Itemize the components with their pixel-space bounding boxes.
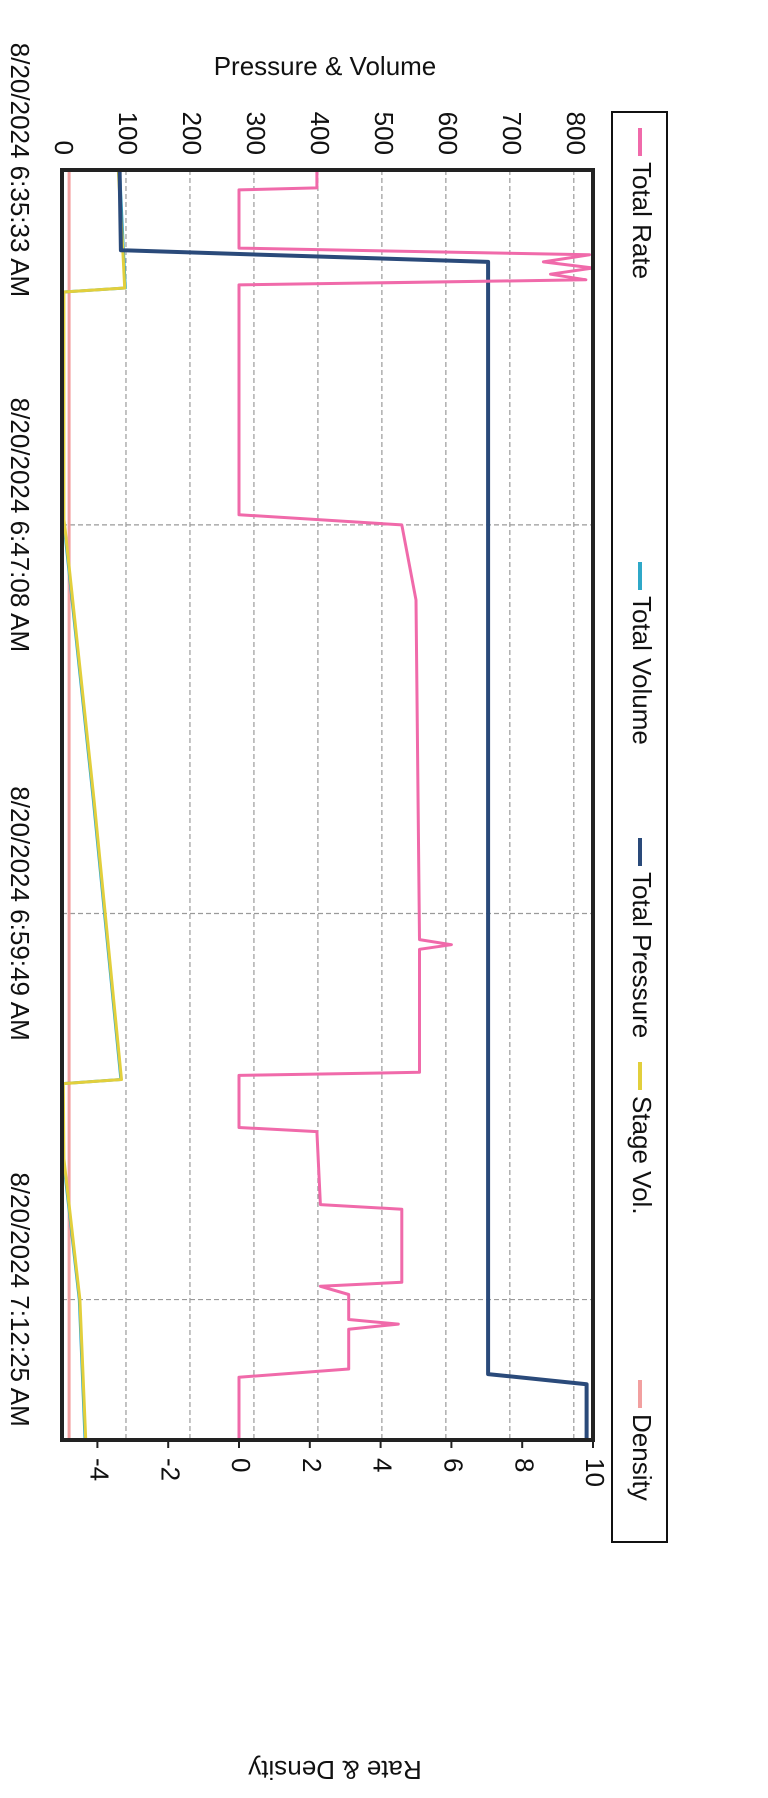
y-tick-label: 500 xyxy=(369,112,399,155)
x-tick-label: 8/20/2024 6:47:08 AM xyxy=(5,398,35,652)
y-tick-label: 100 xyxy=(113,112,143,155)
y2-tick-label: 4 xyxy=(368,1458,398,1472)
y-tick-label: 300 xyxy=(241,112,271,155)
legend-label: Total Volume xyxy=(627,596,657,745)
y2-tick-label: 6 xyxy=(439,1458,469,1472)
y2-tick-label: -2 xyxy=(155,1458,185,1481)
legend-box xyxy=(611,111,668,1543)
x-tick-label: 8/20/2024 6:59:49 AM xyxy=(5,786,35,1040)
plot-frame xyxy=(60,168,595,1442)
y2-axis-title: Rate & Density xyxy=(248,1755,421,1785)
y2-tick-label: 2 xyxy=(297,1458,327,1472)
y2-tick-label: 10 xyxy=(580,1458,610,1487)
y-tick-label: 700 xyxy=(497,112,527,155)
y2-tick-label: -4 xyxy=(85,1458,115,1481)
y-tick-label: 200 xyxy=(177,112,207,155)
series-line xyxy=(237,170,595,1439)
legend-label: Density xyxy=(627,1414,657,1501)
x-tick-label: 8/20/2024 7:12:25 AM xyxy=(5,1172,35,1426)
y-tick-label: 400 xyxy=(305,112,335,155)
x-tick-label: 8/20/2024 6:35:33 AM xyxy=(5,43,35,297)
y-tick-label: 800 xyxy=(561,112,591,155)
y2-tick-label: 8 xyxy=(509,1458,539,1472)
legend-label: Stage Vol. xyxy=(627,1096,657,1215)
y-tick-label: 600 xyxy=(433,112,463,155)
series-line xyxy=(61,169,127,1440)
legend-label: Total Rate xyxy=(627,162,657,279)
y2-tick-label: 0 xyxy=(226,1458,256,1472)
y-axis-title: Pressure & Volume xyxy=(214,51,437,81)
series-line xyxy=(117,169,589,1439)
y-tick-label: 0 xyxy=(49,141,79,155)
legend-label: Total Pressure xyxy=(627,872,657,1038)
